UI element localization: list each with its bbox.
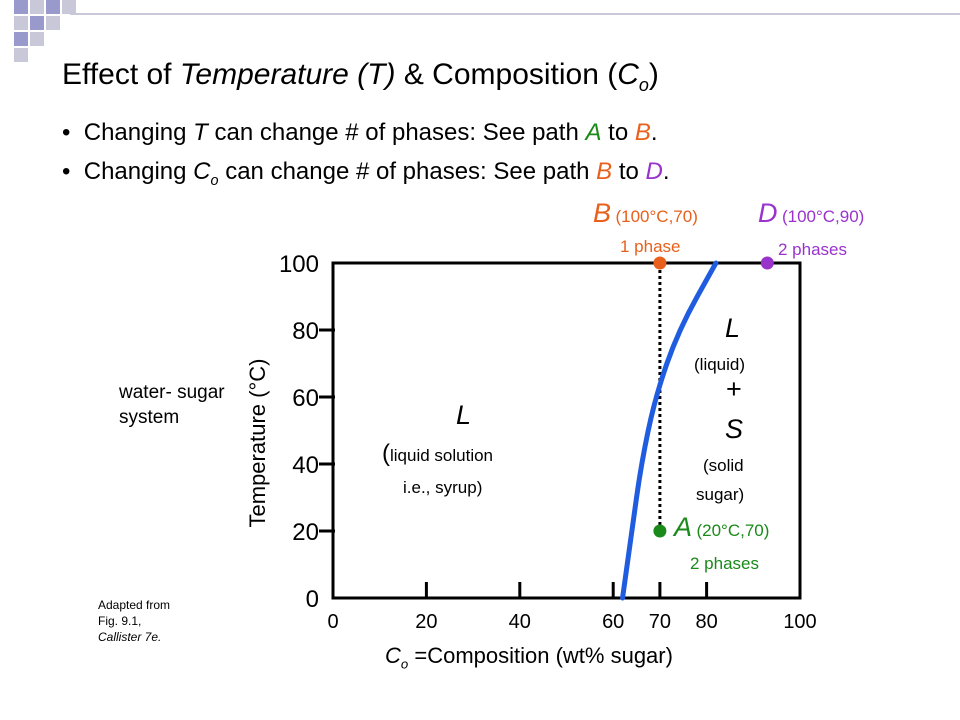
point-d-phases: 2 phases — [778, 240, 847, 259]
region-two-phase-s: S — [725, 414, 744, 444]
deco-square — [14, 32, 28, 46]
region-two-phase-solid: (solid — [703, 456, 744, 475]
source-credit: Adapted from Fig. 9.1, Callister 7e. — [98, 598, 171, 644]
deco-square — [14, 48, 28, 62]
page-title: Effect of Temperature (T) & Composition … — [62, 58, 659, 95]
solubility-curve — [620, 260, 719, 601]
deco-square — [14, 0, 28, 14]
point-b-phases: 1 phase — [620, 237, 681, 256]
region-two-phase-sugar: sugar) — [696, 485, 745, 504]
y-tick-label: 80 — [292, 318, 319, 345]
system-label: water- sugar system — [119, 382, 225, 428]
bullet-change-composition: • Changing Co can change # of phases: Se… — [62, 158, 670, 189]
y-tick-label: 0 — [306, 586, 319, 613]
point-b — [653, 256, 667, 270]
point-a-phases: 2 phases — [690, 554, 759, 573]
point-a-label: A (20°C,70) — [674, 512, 770, 542]
x-tick-label: 60 — [602, 611, 624, 633]
y-tick-label: 20 — [292, 519, 319, 546]
region-liquid-desc: (liquid solution — [382, 440, 494, 467]
point-d-label: D (100°C,90) — [758, 198, 865, 228]
x-tick-label: 0 — [327, 611, 338, 633]
deco-square — [14, 16, 28, 30]
corner-decoration — [14, 0, 960, 62]
deco-square — [62, 0, 76, 14]
x-tick-label: 40 — [509, 611, 531, 633]
region-two-phase-l: L — [725, 313, 741, 343]
deco-square — [46, 16, 60, 30]
y-tick-label: 60 — [292, 385, 319, 412]
y-tick-label: 40 — [292, 452, 319, 479]
x-tick-label: 100 — [783, 611, 816, 633]
bullet-change-temperature: • Changing T can change # of phases: See… — [62, 119, 658, 146]
x-axis-title: Co =Composition (wt% sugar) — [385, 643, 673, 672]
deco-square — [30, 16, 44, 30]
point-b-label: B (100°C,70) — [593, 198, 698, 228]
region-liquid-desc-2: i.e., syrup) — [403, 478, 483, 497]
deco-square — [30, 32, 44, 46]
plot-frame — [331, 261, 802, 600]
x-tick-label: 70 — [649, 611, 671, 633]
region-two-phase-liquid: (liquid) — [694, 355, 746, 374]
deco-square — [30, 0, 44, 14]
y-tick-label: 100 — [279, 251, 319, 278]
region-two-phase-plus: + — [726, 374, 742, 404]
region-liquid-symbol: L — [456, 400, 472, 430]
deco-square — [46, 0, 60, 14]
point-d — [760, 256, 774, 270]
point-a — [653, 524, 667, 538]
x-tick-label: 20 — [415, 611, 437, 633]
x-tick-label: 80 — [695, 611, 717, 633]
